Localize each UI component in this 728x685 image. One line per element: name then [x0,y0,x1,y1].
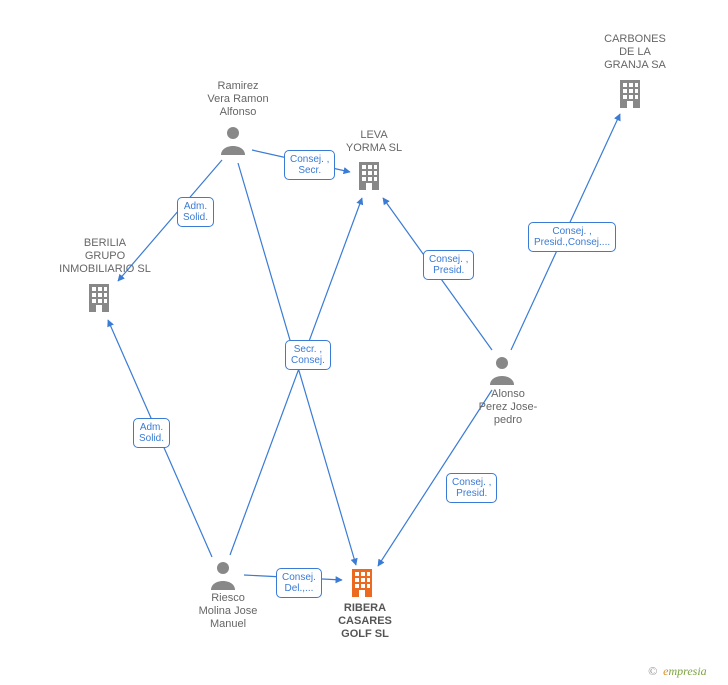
edge [230,198,362,555]
edge-label: Consej. , Presid. [423,250,474,280]
node-label: Riesco Molina Jose Manuel [188,592,268,631]
copyright-symbol: © [648,664,657,678]
edge-label: Consej. , Presid. [446,473,497,503]
node-label: Ramirez Vera Ramon Alfonso [198,80,278,119]
edge-label: Adm. Solid. [177,197,214,227]
node-label: LEVA YORMA SL [334,129,414,155]
edge-label: Adm. Solid. [133,418,170,448]
node-label: Alonso Perez Jose- pedro [468,388,548,427]
credit: © empresia [648,664,707,679]
node-label: BERILIA GRUPO INMOBILIARIO SL [50,237,160,276]
edge-label: Consej. Del.,... [276,568,322,598]
edge-label: Consej. , Secr. [284,150,335,180]
node-label: RIBERA CASARES GOLF SL [325,602,405,641]
edge-label: Consej. , Presid.,Consej.... [528,222,616,252]
node-label: CARBONES DE LA GRANJA SA [590,33,680,72]
brand-rest: mpresia [668,664,706,678]
edge-label: Secr. , Consej. [285,340,331,370]
